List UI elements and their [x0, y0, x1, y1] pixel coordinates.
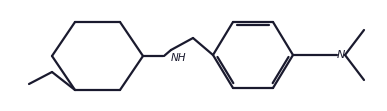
- Text: NH: NH: [171, 53, 187, 63]
- Text: N: N: [337, 50, 345, 60]
